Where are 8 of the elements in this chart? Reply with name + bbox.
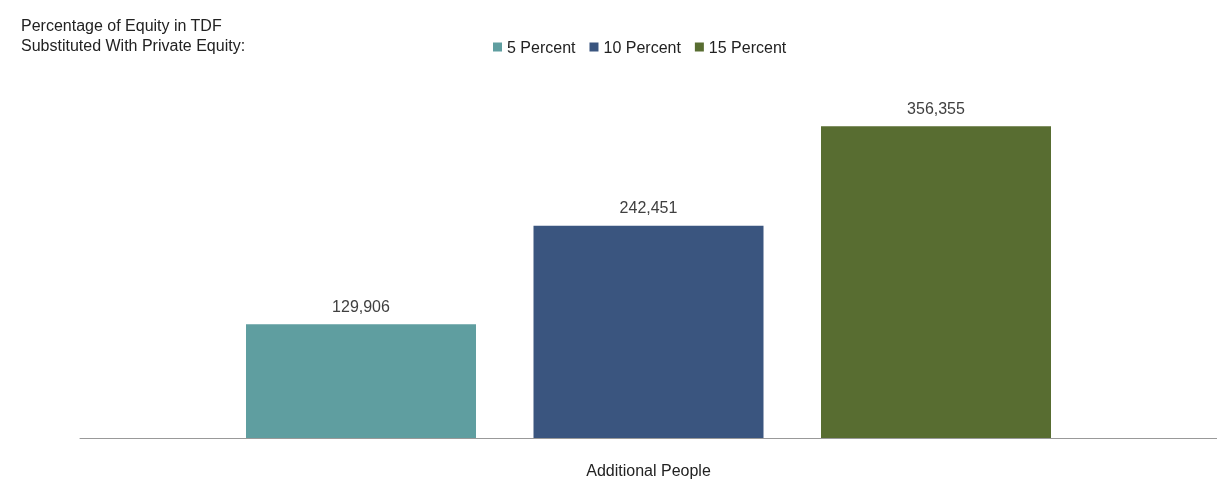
legend-label: 5 Percent: [507, 38, 577, 56]
data-label: 129,906: [332, 297, 391, 315]
legend-label: 10 Percent: [603, 38, 682, 56]
legend-title: Percentage of Equity in TDF Substituted With Private Equity:: [21, 16, 246, 54]
data-label: 242,451: [619, 199, 678, 217]
legend-label: 15 Percent: [708, 38, 787, 56]
data-label: 356,355: [907, 99, 966, 117]
x-axis-title: Additional People: [586, 461, 711, 479]
